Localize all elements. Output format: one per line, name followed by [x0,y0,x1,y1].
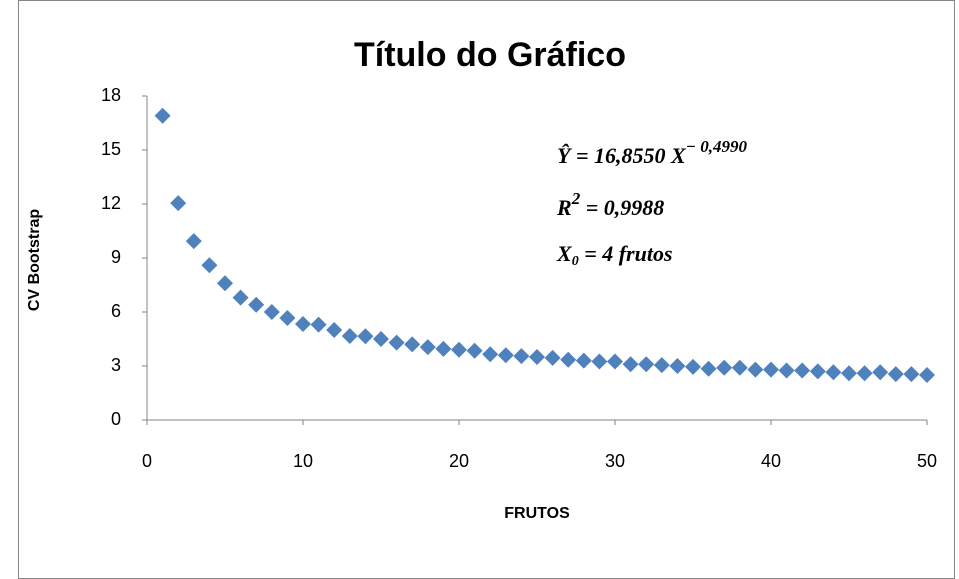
data-point [653,357,670,374]
equation-rest: = 0,9988 [580,195,664,220]
data-point [295,316,311,333]
data-point [497,347,514,364]
equation: R2 = 0,9988 [556,189,664,220]
data-point [170,195,187,212]
data-point [731,359,748,376]
chart-title: Título do Gráfico [354,36,626,74]
equation-sup: − 0,4990 [686,137,748,156]
x-tick-label: 50 [917,451,937,471]
equation-base: Ŷ = 16,8550 X [557,143,687,168]
data-point [841,365,857,382]
x-tick-label: 20 [449,451,469,471]
data-point [919,367,935,383]
data-point [825,364,842,381]
data-point [419,339,436,356]
y-tick-label: 0 [111,409,121,429]
y-axis-label: CV Bootstrap [26,209,43,311]
y-tick-label: 15 [101,139,121,159]
data-point [279,309,296,326]
y-tick-label: 9 [111,247,121,267]
data-point [700,360,717,377]
data-point [638,356,655,373]
x-axis-label: FRUTOS [504,505,570,522]
data-point [607,353,623,370]
data-point [185,233,202,250]
data-point [373,331,389,347]
equation-sup: 2 [571,189,581,208]
data-point [887,366,904,383]
data-point [248,296,265,313]
x-tick-label: 40 [761,451,781,471]
data-point [341,327,358,344]
data-point [201,257,218,274]
equation: Ŷ = 16,8550 X− 0,4990 [557,137,747,168]
data-point [529,349,545,365]
data-point [763,361,779,378]
equation: X0 = 4 frutos [556,241,673,269]
data-point [622,356,639,373]
x-tick-label: 30 [605,451,625,471]
y-tick-label: 3 [111,355,121,375]
y-tick-label: 12 [101,193,121,213]
data-point [544,349,561,366]
data-point [357,328,374,345]
data-point [809,363,826,380]
data-point [217,275,233,292]
data-point [310,316,327,333]
data-point [451,341,467,358]
equation-rest: = 4 frutos [579,241,673,266]
y-tick-label: 18 [101,85,121,105]
data-point [154,107,171,124]
data-point [232,289,249,306]
data-point [435,340,452,357]
x-tick-label: 10 [293,451,313,471]
data-point [685,358,701,375]
data-point [388,334,405,351]
data-point [716,359,733,376]
data-point [794,362,811,379]
equation-base: R [556,195,572,220]
data-point [669,358,686,374]
data-point [404,336,421,353]
data-point [591,353,608,370]
data-point [575,352,592,369]
equation-base: X [556,241,573,266]
data-point [872,364,889,381]
data-point [326,322,343,338]
data-point [560,351,577,368]
data-point [482,346,499,363]
chart-border [18,0,955,579]
data-point [747,361,764,378]
y-tick-label: 6 [111,301,121,321]
data-point [466,342,483,359]
data-point [903,366,920,383]
data-point [778,362,795,379]
equation-sub: 0 [572,254,579,269]
data-point [263,304,280,320]
data-point [856,365,873,382]
data-point [513,348,530,365]
x-tick-label: 0 [142,451,152,471]
